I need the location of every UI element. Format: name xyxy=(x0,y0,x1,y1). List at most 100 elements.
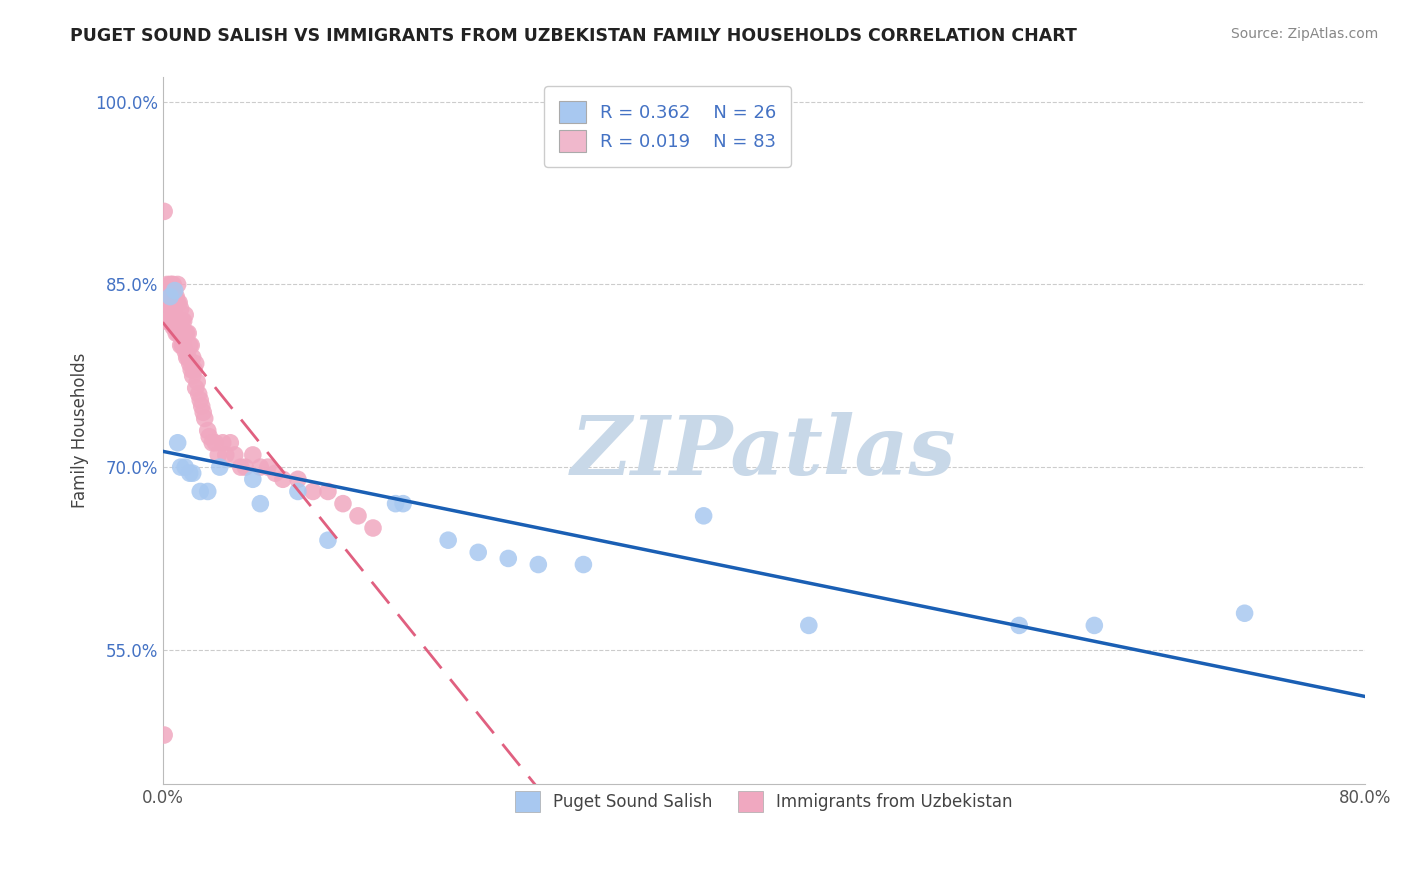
Point xyxy=(692,508,714,523)
Point xyxy=(183,362,205,376)
Text: ZIPatlas: ZIPatlas xyxy=(571,412,956,491)
Point xyxy=(166,314,188,328)
Point xyxy=(316,484,339,499)
Point xyxy=(173,338,195,352)
Point xyxy=(249,460,271,475)
Point xyxy=(153,728,176,742)
Point xyxy=(159,277,181,292)
Point xyxy=(174,326,197,341)
Point xyxy=(1233,606,1256,620)
Point xyxy=(193,405,215,419)
Point xyxy=(198,430,221,444)
Point xyxy=(174,344,197,359)
Point xyxy=(242,448,264,462)
Point xyxy=(361,521,384,535)
Point xyxy=(257,460,280,475)
Point xyxy=(179,467,201,481)
Point xyxy=(1083,618,1105,632)
Point xyxy=(179,357,201,371)
Point xyxy=(157,290,180,304)
Point xyxy=(437,533,460,548)
Point xyxy=(316,533,339,548)
Point xyxy=(287,484,309,499)
Point xyxy=(797,618,820,632)
Point xyxy=(207,448,229,462)
Point xyxy=(188,393,211,408)
Point xyxy=(170,338,193,352)
Point xyxy=(167,326,190,341)
Point xyxy=(332,497,354,511)
Point xyxy=(498,551,520,566)
Point xyxy=(187,387,209,401)
Point xyxy=(177,351,200,365)
Point xyxy=(180,362,202,376)
Point xyxy=(177,326,200,341)
Point xyxy=(173,314,195,328)
Point xyxy=(166,326,188,341)
Point xyxy=(184,357,207,371)
Point xyxy=(163,290,186,304)
Point xyxy=(162,277,184,292)
Point xyxy=(194,411,217,425)
Point xyxy=(153,204,176,219)
Point xyxy=(159,290,181,304)
Point xyxy=(204,435,226,450)
Point xyxy=(181,368,204,383)
Point xyxy=(264,467,287,481)
Point xyxy=(176,351,198,365)
Point xyxy=(271,472,294,486)
Point xyxy=(172,314,194,328)
Point xyxy=(302,484,325,499)
Point xyxy=(572,558,595,572)
Point xyxy=(224,448,246,462)
Text: PUGET SOUND SALISH VS IMMIGRANTS FROM UZBEKISTAN FAMILY HOUSEHOLDS CORRELATION C: PUGET SOUND SALISH VS IMMIGRANTS FROM UZ… xyxy=(70,27,1077,45)
Point xyxy=(179,338,201,352)
Point xyxy=(184,381,207,395)
Point xyxy=(166,435,188,450)
Point xyxy=(392,497,415,511)
Point xyxy=(156,314,179,328)
Point xyxy=(174,460,197,475)
Point xyxy=(166,277,188,292)
Point xyxy=(167,314,190,328)
Point xyxy=(229,460,252,475)
Point xyxy=(165,290,187,304)
Point xyxy=(181,351,204,365)
Point xyxy=(249,497,271,511)
Point xyxy=(211,435,233,450)
Point xyxy=(172,338,194,352)
Point xyxy=(160,301,183,316)
Point xyxy=(233,460,256,475)
Point xyxy=(197,484,219,499)
Point xyxy=(163,308,186,322)
Point xyxy=(242,472,264,486)
Text: Source: ZipAtlas.com: Source: ZipAtlas.com xyxy=(1230,27,1378,41)
Point xyxy=(384,497,406,511)
Point xyxy=(188,484,211,499)
Point xyxy=(159,301,181,316)
Point xyxy=(157,314,180,328)
Point xyxy=(174,308,197,322)
Point xyxy=(176,326,198,341)
Point xyxy=(162,320,184,334)
Point xyxy=(170,301,193,316)
Point xyxy=(467,545,489,559)
Point xyxy=(201,435,224,450)
Point xyxy=(153,290,176,304)
Point xyxy=(155,314,177,328)
Point xyxy=(160,314,183,328)
Point xyxy=(159,314,181,328)
Point xyxy=(180,338,202,352)
Point xyxy=(197,424,219,438)
Point xyxy=(527,558,550,572)
Point xyxy=(163,284,186,298)
Y-axis label: Family Households: Family Households xyxy=(72,353,89,508)
Point xyxy=(155,290,177,304)
Point xyxy=(186,375,208,389)
Point xyxy=(215,448,238,462)
Point xyxy=(181,467,204,481)
Point xyxy=(165,326,187,341)
Point xyxy=(287,472,309,486)
Point xyxy=(156,277,179,292)
Point xyxy=(170,320,193,334)
